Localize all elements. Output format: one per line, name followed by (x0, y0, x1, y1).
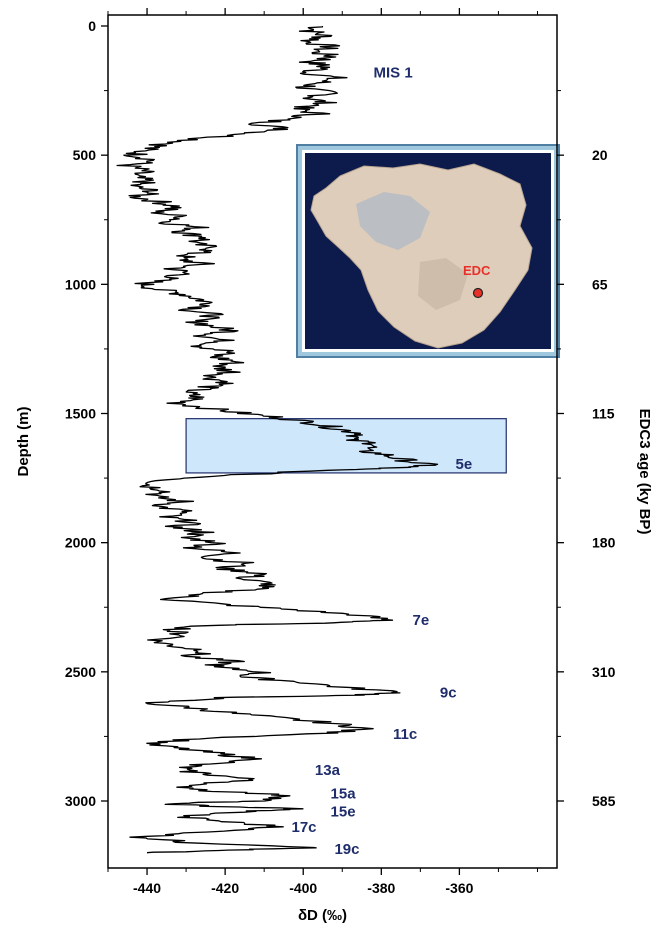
y-tick-label: 1000 (65, 276, 96, 292)
x-tick-label: -380 (367, 880, 395, 896)
y2-axis-title: EDC3 age (ky BP) (636, 409, 653, 535)
annotation-19c: 19c (334, 841, 359, 858)
annotation-15a: 15a (331, 785, 357, 802)
annotation-9c: 9c (440, 685, 457, 702)
y2-tick-label: 180 (592, 535, 616, 551)
edc-site-label: EDC (463, 263, 491, 278)
antarctica-inset-map: EDC (296, 144, 560, 358)
plot-frame (107, 14, 558, 869)
y-tick-label: 1500 (65, 406, 96, 422)
annotation-17c: 17c (292, 819, 317, 836)
y-tick-label: 500 (73, 147, 97, 163)
y2-tick-label: 310 (592, 664, 616, 680)
annotation-11c: 11c (393, 726, 417, 743)
x-tick-label: -400 (289, 880, 317, 896)
annotation-15e: 15e (331, 803, 356, 820)
series-line-0 (116, 25, 439, 854)
annotation-13a: 13a (315, 762, 341, 779)
ice-shelf-shading-2 (418, 258, 468, 310)
y2-tick-label: 20 (592, 147, 608, 163)
ice-shelf-shading (356, 192, 430, 250)
edc-site-marker (472, 287, 484, 299)
annotation-7e: 7e (413, 612, 430, 629)
y-tick-label: 2500 (65, 664, 96, 680)
y-axis-title: Depth (m) (15, 407, 32, 477)
x-tick-label: -360 (445, 880, 473, 896)
y-tick-label: 2000 (65, 535, 96, 551)
y-tick-label: 3000 (65, 793, 96, 809)
x-tick-label: -420 (211, 880, 239, 896)
mis-5e-highlight-box (185, 418, 507, 474)
y2-tick-label: 585 (592, 793, 616, 809)
y2-tick-label: 65 (592, 276, 608, 292)
x-axis-title: δD (‰) (298, 907, 347, 924)
x-tick-label: -440 (133, 880, 161, 896)
annotation-mis-1: MIS 1 (373, 65, 412, 82)
y-tick-label: 0 (88, 18, 96, 34)
annotation-5e: 5e (455, 456, 472, 473)
y2-tick-label: 115 (592, 406, 615, 422)
